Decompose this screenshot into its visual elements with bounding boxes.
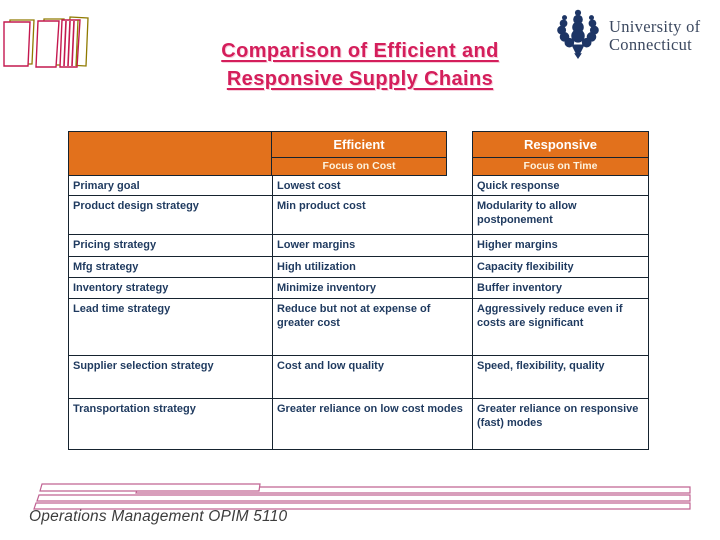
responsive-cell: Higher margins	[472, 235, 648, 256]
efficient-cell: Cost and low quality	[272, 356, 472, 398]
logo-line-2: Connecticut	[609, 34, 693, 54]
efficient-header-title: Efficient	[272, 132, 446, 158]
university-logo: University of Connecticut	[552, 6, 700, 65]
table-row: Primary goal Lowest cost Quick response	[69, 176, 648, 196]
responsive-cell: Modularity to allow postponement	[472, 196, 648, 234]
efficient-header-cell: Efficient Focus on Cost	[272, 131, 447, 176]
table-header: Efficient Focus on Cost Responsive Focus…	[68, 131, 649, 176]
efficient-cell: Reduce but not at expense of greater cos…	[272, 299, 472, 355]
efficient-cell: Greater reliance on low cost modes	[272, 399, 472, 449]
table-row: Product design strategy Min product cost…	[69, 196, 648, 235]
title-line-1: Comparison of Efficient and	[221, 40, 499, 62]
table-body: Primary goal Lowest cost Quick response …	[68, 176, 649, 450]
university-logo-text: University of Connecticut	[609, 16, 701, 54]
responsive-header-cell: Responsive Focus on Time	[472, 131, 649, 176]
responsive-cell: Greater reliance on responsive (fast) mo…	[472, 399, 648, 449]
vertical-bars-decoration-icon	[2, 12, 94, 75]
responsive-header-subtitle: Focus on Time	[523, 160, 598, 172]
logo-line-1: University of	[609, 16, 701, 36]
responsive-cell: Capacity flexibility	[472, 257, 648, 277]
header-gap	[447, 131, 472, 176]
efficient-header-subtitle: Focus on Cost	[322, 160, 396, 172]
efficient-cell: Lowest cost	[272, 176, 472, 195]
row-label: Lead time strategy	[73, 303, 171, 315]
efficient-cell: Minimize inventory	[272, 278, 472, 298]
uconn-oak-leaf-icon	[552, 6, 604, 65]
horizontal-stripes-decoration-icon	[28, 482, 696, 517]
table-row: Inventory strategy Minimize inventory Bu…	[69, 278, 648, 299]
efficient-cell: Min product cost	[272, 196, 472, 234]
row-label: Mfg strategy	[73, 261, 139, 273]
page-title: Comparison of Efficient and Responsive S…	[110, 38, 610, 94]
comparison-table: Efficient Focus on Cost Responsive Focus…	[68, 131, 649, 450]
responsive-cell: Aggressively reduce even if costs are si…	[472, 299, 648, 355]
efficient-cell: High utilization	[272, 257, 472, 277]
title-line-2: Responsive Supply Chains	[226, 68, 494, 90]
table-row: Mfg strategy High utilization Capacity f…	[69, 257, 648, 278]
footer-course-label: Operations Management OPIM 5110	[29, 508, 288, 525]
efficient-cell: Lower margins	[272, 235, 472, 256]
table-row: Supplier selection strategy Cost and low…	[69, 356, 648, 399]
table-row: Lead time strategy Reduce but not at exp…	[69, 299, 648, 356]
row-label: Inventory strategy	[73, 282, 169, 294]
responsive-header-title: Responsive	[473, 132, 648, 158]
row-label: Transportation strategy	[73, 403, 196, 415]
row-label: Supplier selection strategy	[73, 360, 214, 372]
responsive-cell: Buffer inventory	[472, 278, 648, 298]
row-label: Pricing strategy	[73, 239, 157, 251]
row-label: Primary goal	[73, 180, 140, 192]
table-row: Pricing strategy Lower margins Higher ma…	[69, 235, 648, 257]
table-row: Transportation strategy Greater reliance…	[69, 399, 648, 450]
table-corner-cell	[68, 131, 272, 176]
responsive-cell: Speed, flexibility, quality	[472, 356, 648, 398]
row-label: Product design strategy	[73, 200, 199, 212]
responsive-cell: Quick response	[472, 176, 648, 195]
